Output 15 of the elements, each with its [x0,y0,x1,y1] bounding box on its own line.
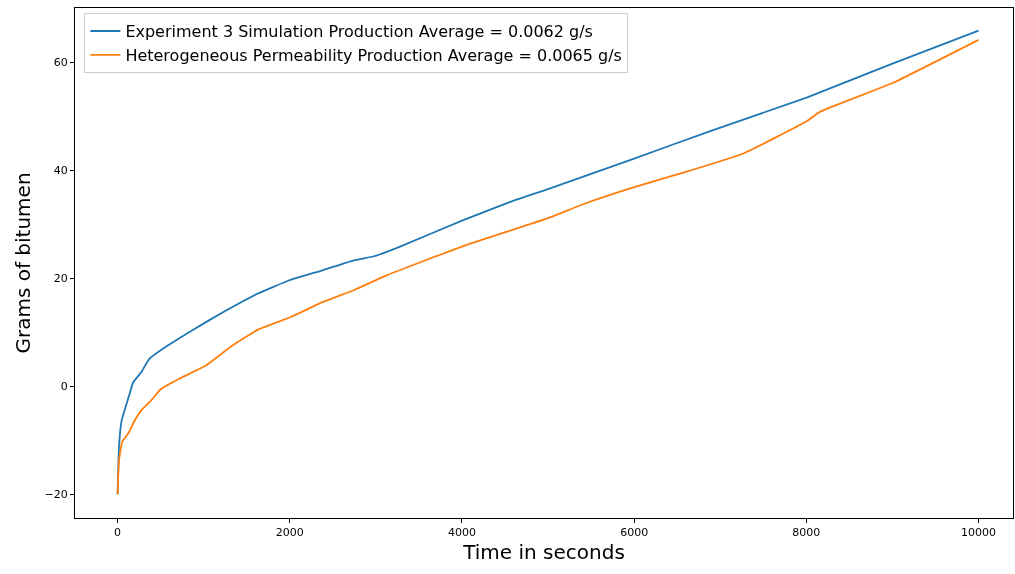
x-axis-title: Time in seconds [462,539,625,564]
y-tick-label: −20 [44,488,68,502]
y-tick-label: 60 [53,56,68,70]
x-tick-label: 4000 [447,526,476,540]
y-axis-title: Grams of bitumen [11,172,36,354]
x-tick-label: 8000 [792,526,821,540]
x-tick-label: 6000 [620,526,649,540]
y-tick-label: 0 [60,380,68,394]
legend-label: Heterogeneous Permeability Production Average = 0.0065 g/s [125,46,622,66]
y-tick-label: 20 [53,272,68,286]
y-tick-label: 40 [53,164,68,178]
x-tick-label: 2000 [275,526,304,540]
x-tick-label: 0 [114,526,122,540]
x-tick-label: 10000 [961,526,997,540]
legend-label: Experiment 3 Simulation Production Average = 0.0062 g/s [125,22,593,42]
